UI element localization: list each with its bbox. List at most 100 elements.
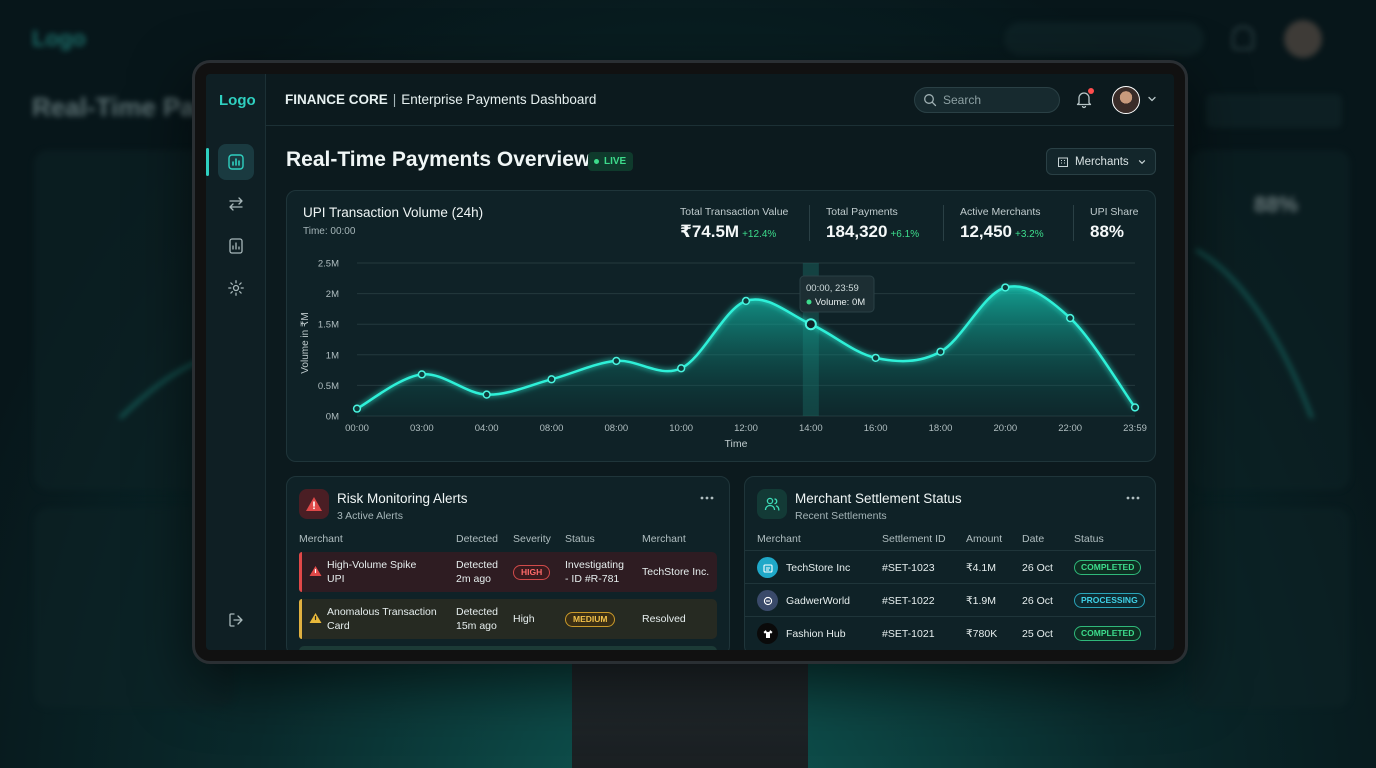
alert-name: Anomalous Transaction — [327, 606, 437, 618]
settlement-header-date: Date — [1022, 533, 1045, 545]
kpi-label: Total Payments — [826, 206, 898, 218]
data-point — [352, 404, 362, 413]
data-point — [741, 296, 751, 306]
background-search — [1004, 22, 1204, 56]
background-avatar — [1284, 20, 1322, 58]
settlement-row[interactable]: GadwerWorld #SET-1022 ₹1.9M 26 Oct PROCE… — [745, 583, 1155, 616]
monitor-stand — [572, 660, 808, 768]
settlement-merchant: Fashion Hub — [786, 628, 846, 640]
risk-alert-row-partial — [299, 646, 717, 650]
data-point — [804, 318, 817, 331]
page-title: Real-Time Payments Overview — [286, 148, 591, 171]
alert-detected: Detected — [456, 606, 499, 618]
sidebar-item-transfers[interactable] — [218, 186, 254, 222]
kpi-label: Total Transaction Value — [680, 206, 789, 218]
top-header: FINANCE CORE | Enterprise Payments Dashboa… — [266, 74, 1174, 126]
sidebar-logo: Logo — [219, 92, 256, 109]
alert-merchant: TechStore Inc. — [642, 566, 710, 578]
settlement-header-amount: Amount — [966, 533, 1003, 545]
settlement-row[interactable]: TechStore Inc #SET-1023 ₹4.1M 26 Oct COM… — [745, 550, 1155, 583]
x-tick-label: 03:00 — [410, 423, 434, 434]
bar-chart-icon — [228, 154, 244, 170]
x-tick-label: 20:00 — [993, 423, 1017, 434]
sidebar-item-reports[interactable] — [218, 228, 254, 264]
x-tick-label: 04:00 — [475, 423, 499, 434]
notification-bell-icon[interactable] — [1074, 89, 1094, 109]
merchants-filter-dropdown[interactable]: Merchants — [1046, 148, 1156, 175]
dashboard-screen: Logo FINANCE CORE | Enterprise Payments Da… — [206, 74, 1174, 650]
alert-time-ago: 2m ago — [456, 573, 492, 585]
more-options-icon[interactable] — [699, 495, 715, 501]
risk-alert-row[interactable]: High-Volume Spike UPI Detected 2m ago HI… — [299, 552, 717, 592]
search-input[interactable] — [943, 93, 1053, 107]
warning-triangle-icon — [309, 566, 322, 576]
data-point — [936, 347, 945, 356]
transfer-arrows-icon — [229, 197, 243, 211]
background-bell-icon — [1232, 26, 1254, 50]
kpi-total-value: Total Transaction Value ₹74.5M +12.4% — [680, 206, 788, 242]
building-icon — [1058, 157, 1068, 167]
kpi-upi-share: UPI Share 88% — [1090, 206, 1138, 242]
logout-icon — [229, 613, 243, 627]
more-options-icon[interactable] — [1125, 495, 1141, 501]
y-tick-label: 1M — [326, 350, 339, 361]
risk-header-severity: Severity — [513, 533, 551, 545]
merchant-logo — [757, 590, 778, 611]
sidebar-item-settings[interactable] — [218, 270, 254, 306]
settlement-status-badge: PROCESSING — [1074, 593, 1145, 608]
kpi-active-merchants: Active Merchants 12,450 +3.2% — [960, 206, 1044, 242]
chevron-down-icon[interactable] — [1146, 93, 1158, 105]
notification-dot — [1088, 88, 1094, 94]
x-axis-label: Time — [725, 438, 748, 450]
store-icon — [762, 563, 773, 573]
y-axis-label: Volume in ₹M — [300, 312, 311, 373]
y-tick-label: 0M — [326, 412, 339, 423]
alert-severity-text: High — [513, 613, 535, 625]
kpi-divider — [943, 205, 944, 241]
tooltip-dot — [806, 299, 812, 305]
settlement-header-id: Settlement ID — [882, 533, 946, 545]
severity-badge: MEDIUM — [565, 612, 616, 627]
risk-card-subtitle: 3 Active Alerts — [337, 510, 403, 522]
risk-alert-row[interactable]: Anomalous Transaction Card Detected 15m … — [299, 599, 717, 639]
kpi-delta: +12.4% — [742, 229, 777, 240]
gear-icon — [228, 280, 244, 296]
risk-header-merchant-2: Merchant — [642, 533, 686, 545]
x-tick-label: 18:00 — [929, 423, 953, 434]
risk-card-icon — [299, 489, 329, 519]
alert-status: Resolved — [642, 613, 686, 625]
chart-tooltip: 00:00, 23:59 Volume: 0M — [799, 275, 875, 313]
kpi-delta: +6.1% — [890, 229, 920, 240]
sidebar-logout[interactable] — [218, 602, 254, 638]
alert-detected: Detected — [456, 559, 499, 571]
chart-title: UPI Transaction Volume (24h) — [303, 205, 484, 220]
background-card — [1190, 150, 1350, 490]
y-tick-label: 2M — [326, 289, 339, 300]
x-tick-label: 16:00 — [864, 423, 888, 434]
risk-header-status: Status — [565, 533, 595, 545]
settlement-merchant: GadwerWorld — [786, 595, 850, 607]
sidebar-item-analytics[interactable] — [206, 144, 254, 180]
sidebar: Logo — [206, 74, 266, 650]
search-box[interactable] — [914, 87, 1060, 113]
live-badge: LIVE — [588, 152, 634, 171]
brand-title: FINANCE CORE | Enterprise Payments Dashboa… — [285, 92, 596, 107]
chart-subtitle: Time: 00:00 — [303, 226, 356, 237]
brand-subtitle: Enterprise Payments Dashboard — [401, 92, 597, 107]
settlement-date: 26 Oct — [1022, 595, 1053, 607]
data-point — [547, 375, 556, 384]
alert-status: Investigating — [565, 559, 624, 571]
background-title: Real-Time Pa — [32, 92, 195, 122]
risk-alerts-card: Risk Monitoring Alerts 3 Active Alerts M… — [286, 476, 730, 650]
settlement-merchant: TechStore Inc — [786, 562, 851, 574]
user-avatar[interactable] — [1112, 86, 1140, 114]
settlement-row[interactable]: Fashion Hub #SET-1021 ₹780K 25 Oct COMPL… — [745, 616, 1155, 649]
background-logo: Logo — [32, 26, 86, 51]
settlement-header-status: Status — [1074, 533, 1104, 545]
search-icon — [924, 94, 937, 107]
severity-bar — [299, 599, 302, 639]
data-point — [1066, 313, 1075, 323]
severity-bar — [299, 552, 302, 592]
kpi-label: Active Merchants — [960, 206, 1041, 218]
